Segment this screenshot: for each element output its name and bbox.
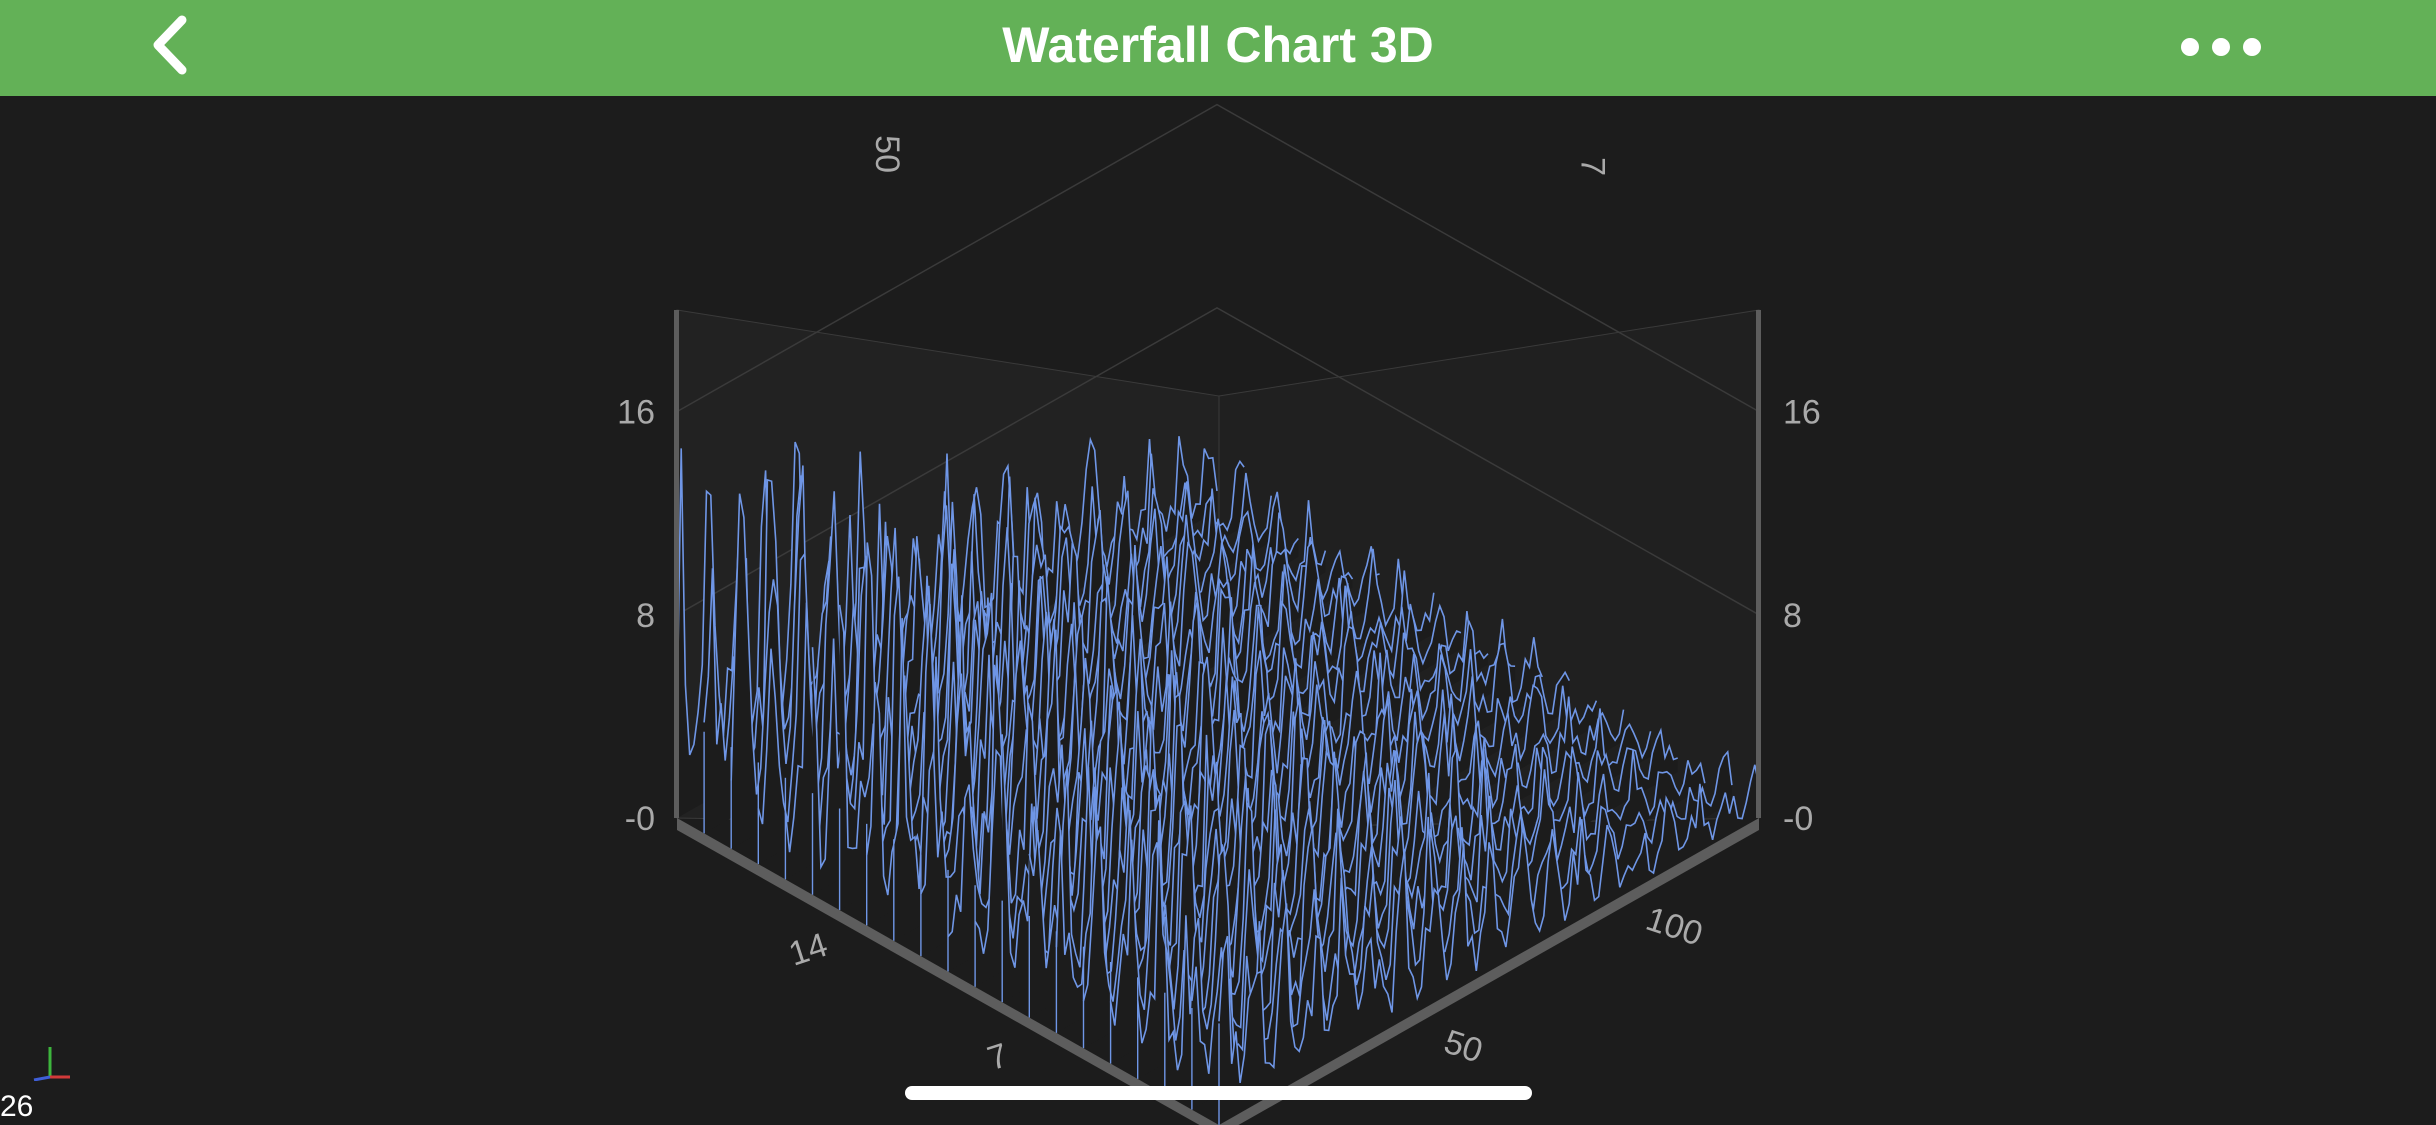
nav-bar: Waterfall Chart 3D	[0, 0, 2436, 96]
y-axis-right-line	[1756, 310, 1761, 818]
y-tick-label-left: 8	[636, 597, 655, 635]
y-tick-label-right: 8	[1783, 597, 1802, 635]
z-tick-label-floor: 14	[784, 926, 832, 974]
z-axis-bar	[677, 818, 1219, 1125]
series-slice-line	[920, 603, 1462, 895]
gridline	[676, 103, 1760, 413]
series-slice-line	[1191, 749, 1733, 1074]
y-tick-label-left: 16	[617, 394, 655, 432]
gridlines	[676, 103, 1760, 616]
ellipsis-icon	[2181, 38, 2261, 56]
x-axis-bar	[1219, 818, 1759, 1125]
series-slice-line	[757, 491, 1299, 825]
y-tick-label-right: 16	[1783, 394, 1821, 432]
fps-counter: 26	[0, 1090, 34, 1123]
y-axis-left-line	[674, 310, 679, 818]
chevron-left-icon	[153, 15, 187, 75]
series-slice-line	[1082, 696, 1625, 1002]
z-tick-label-top: 7	[1573, 157, 1611, 176]
series-slice-fill	[1219, 764, 1759, 1125]
x-tick-label-top: 50	[868, 135, 906, 173]
page-title: Waterfall Chart 3D	[1002, 17, 1434, 73]
gridline	[676, 306, 1760, 616]
back-button[interactable]	[140, 12, 210, 78]
y-tick-label-left: -0	[625, 800, 655, 838]
waterfall-series	[676, 436, 1760, 1125]
waterfall-chart[interactable]: -0-08816165050100100141477	[0, 96, 2436, 1125]
axes-orientation-icon	[33, 1047, 70, 1081]
series-slice-line	[1164, 749, 1706, 1071]
z-tick-label-floor: 7	[983, 1036, 1013, 1078]
x-tick-label-floor: 100	[1641, 900, 1707, 954]
series-slice-line	[1218, 764, 1760, 1084]
home-indicator[interactable]	[905, 1086, 1532, 1100]
x-tick-label-floor: 50	[1439, 1023, 1487, 1071]
y-tick-label-right: -0	[1783, 800, 1813, 838]
series-slice-line	[1055, 684, 1598, 989]
more-options-button[interactable]	[2176, 22, 2266, 72]
